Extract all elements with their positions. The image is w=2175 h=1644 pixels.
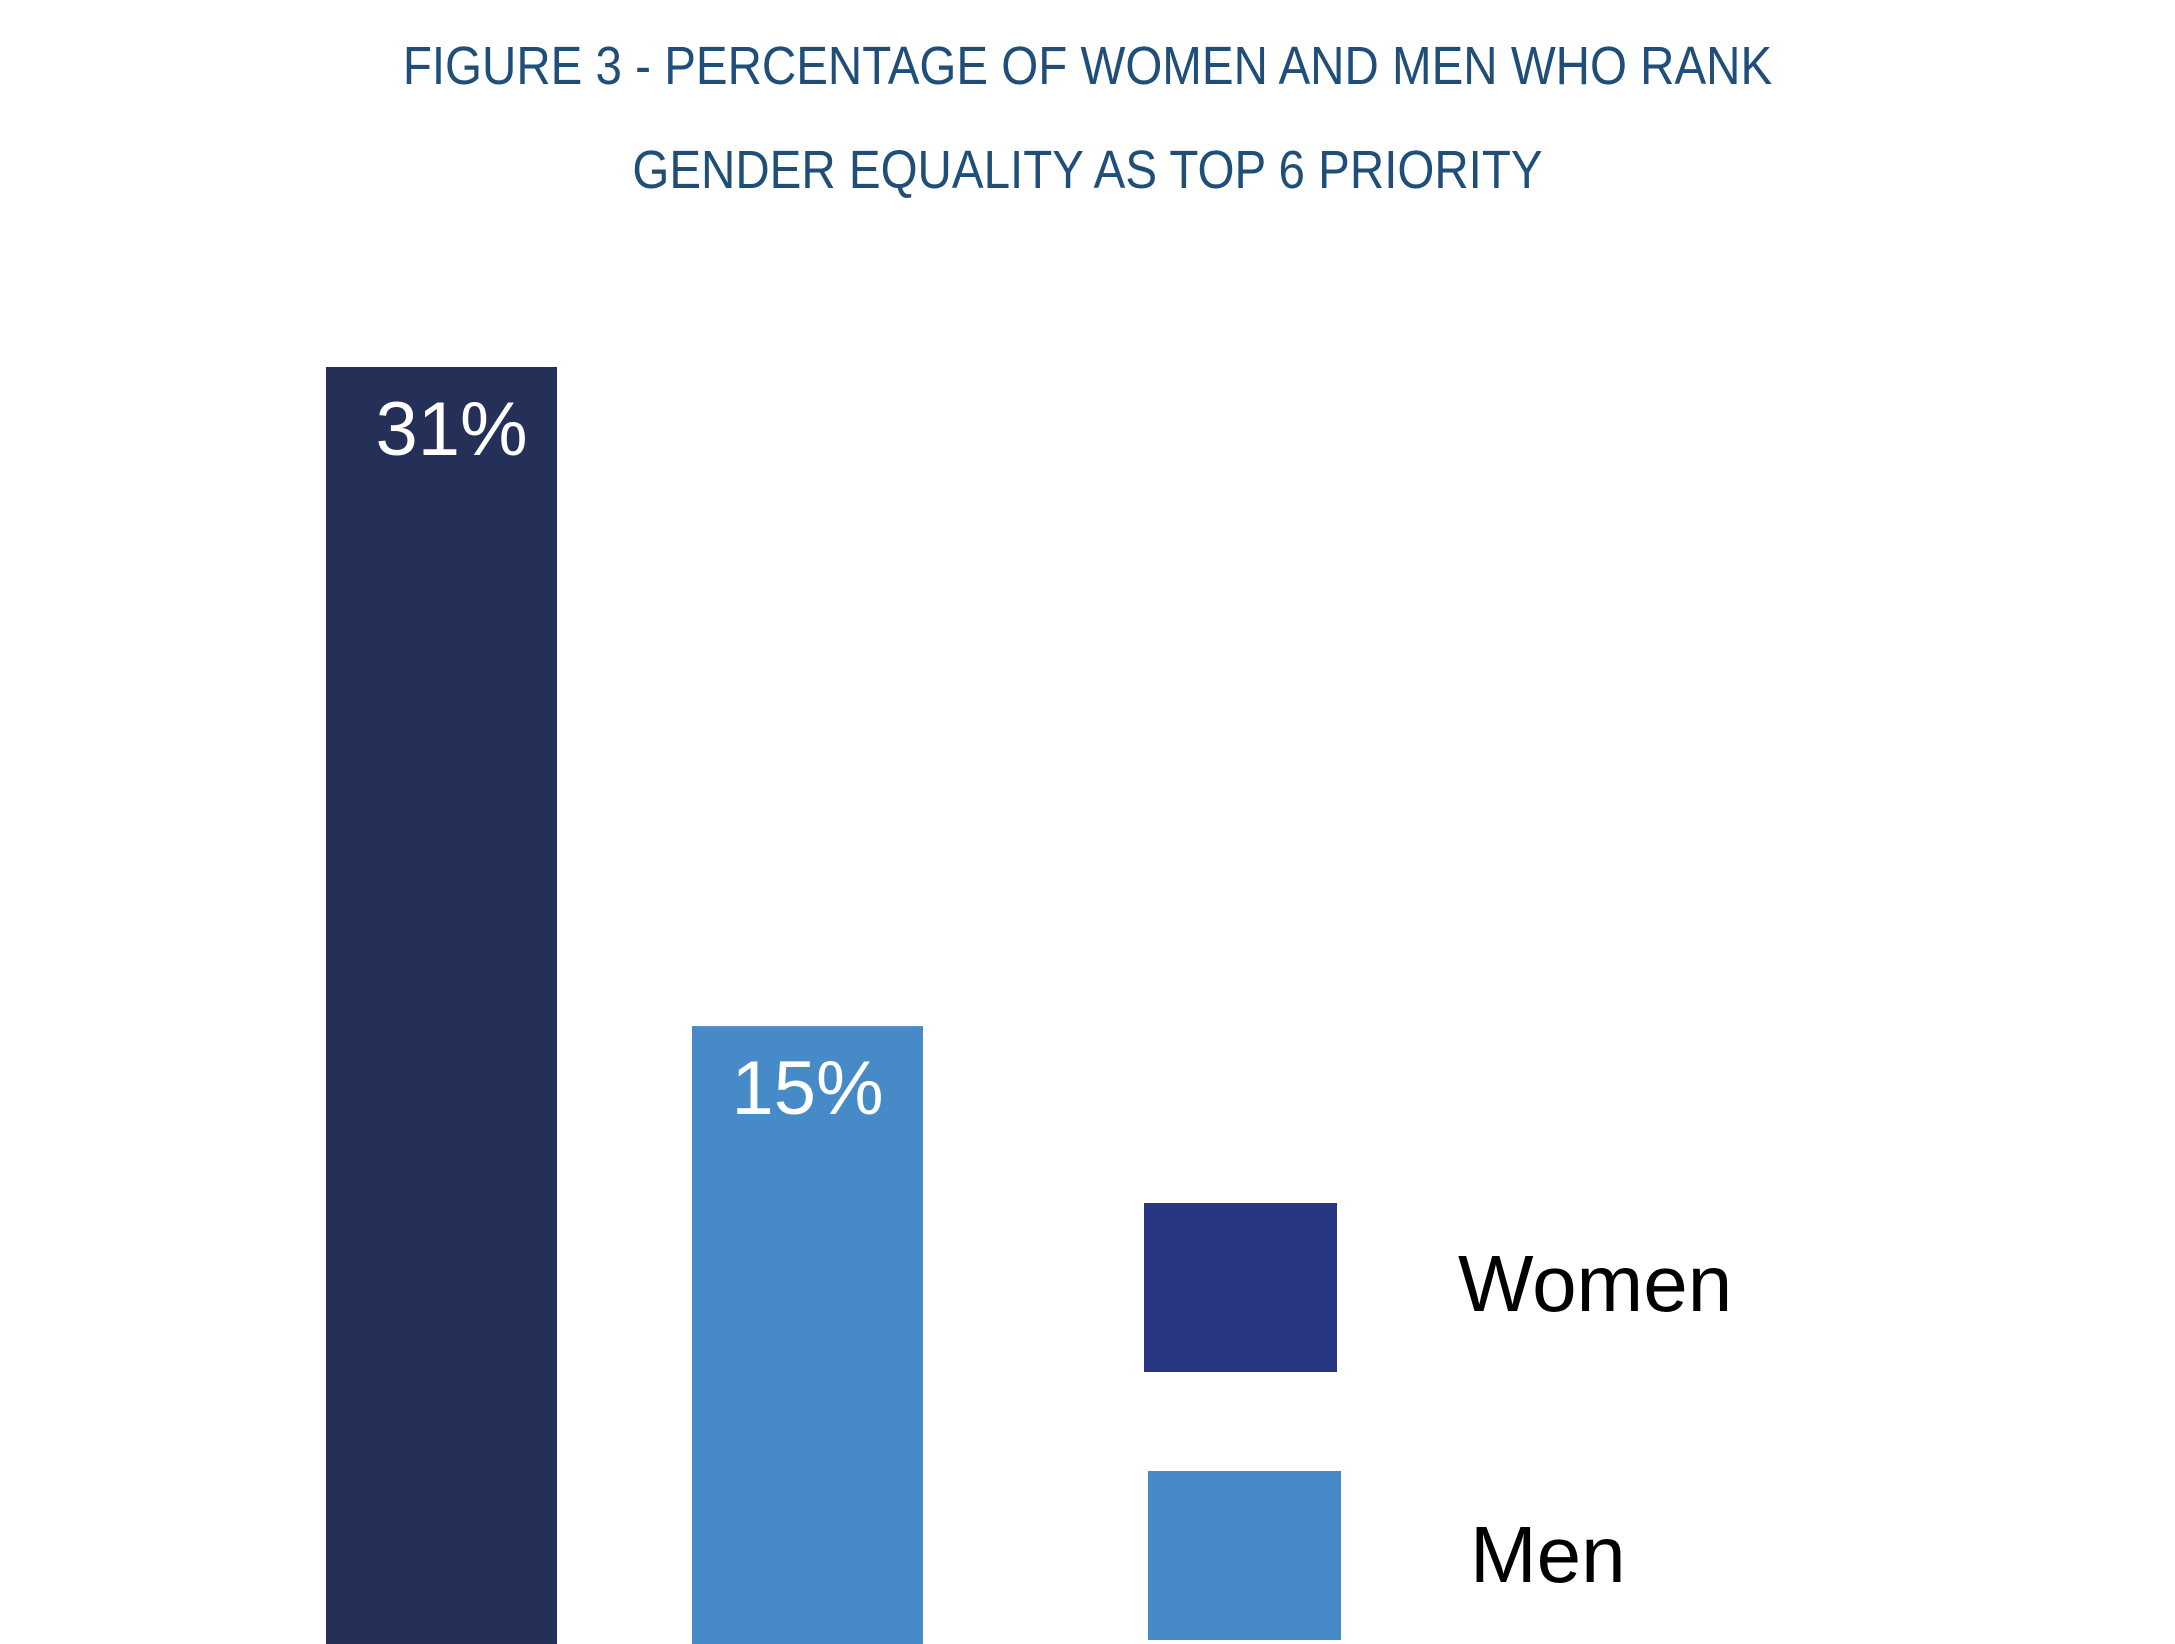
data-label-women: 31% (375, 387, 527, 472)
legend-label-women: Women (1458, 1239, 1732, 1328)
data-label-men: 15% (731, 1046, 883, 1131)
chart-title-line-1: FIGURE 3 - PERCENTAGE OF WOMEN AND MEN W… (402, 36, 1773, 96)
bar-men (692, 1026, 923, 1644)
bars-group: 31% 15% (326, 367, 923, 1644)
legend: Women Men (1144, 1203, 1732, 1640)
chart-title-line-2: GENDER EQUALITY AS TOP 6 PRIORITY (632, 140, 1543, 200)
legend-label-men: Men (1470, 1510, 1626, 1599)
chart-title: FIGURE 3 - PERCENTAGE OF WOMEN AND MEN W… (0, 14, 2175, 222)
bar-women (326, 367, 557, 1644)
legend-swatch-women (1144, 1203, 1337, 1372)
legend-swatch-men (1148, 1471, 1341, 1640)
